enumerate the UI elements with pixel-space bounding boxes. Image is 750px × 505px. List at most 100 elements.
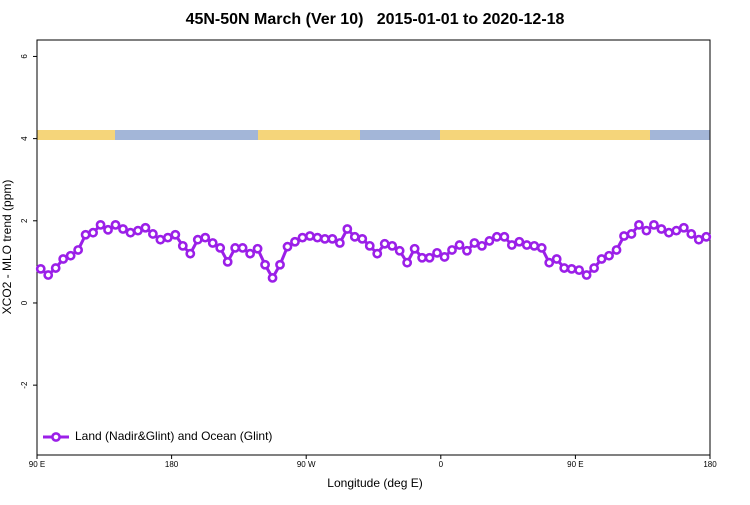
data-point bbox=[514, 236, 525, 247]
data-point bbox=[305, 231, 315, 241]
y-tick-label: -2 bbox=[20, 381, 29, 389]
data-point bbox=[290, 236, 300, 247]
data-point bbox=[491, 231, 502, 242]
data-point bbox=[222, 256, 233, 267]
data-point bbox=[103, 224, 113, 235]
data-point bbox=[649, 220, 659, 230]
data-point bbox=[230, 243, 241, 253]
data-point bbox=[215, 243, 226, 253]
data-point bbox=[641, 225, 652, 236]
data-point bbox=[155, 234, 166, 245]
chart-title: 45N-50N March (Ver 10) 2015-01-01 to 202… bbox=[186, 11, 565, 28]
data-point bbox=[551, 254, 562, 264]
data-point bbox=[439, 252, 450, 262]
data-point bbox=[663, 227, 674, 238]
data-point bbox=[252, 243, 263, 254]
data-point bbox=[394, 245, 405, 256]
data-point bbox=[574, 265, 585, 275]
data-point bbox=[342, 224, 353, 234]
data-point bbox=[589, 263, 599, 273]
data-point bbox=[529, 240, 540, 251]
y-tick-label: 2 bbox=[20, 218, 29, 223]
data-point bbox=[619, 231, 629, 241]
data-point bbox=[334, 238, 345, 248]
x-axis-label: Longitude (deg E) bbox=[327, 476, 422, 490]
x-tick-label: 180 bbox=[703, 460, 717, 469]
data-point bbox=[245, 248, 256, 259]
data-point bbox=[80, 229, 91, 240]
data-point bbox=[484, 236, 495, 246]
data-point bbox=[170, 229, 181, 240]
data-point bbox=[611, 245, 622, 255]
data-point bbox=[319, 233, 330, 244]
data-point bbox=[566, 263, 577, 274]
data-point bbox=[133, 225, 143, 236]
data-point bbox=[50, 263, 61, 273]
data-point bbox=[596, 254, 607, 264]
legend-label: Land (Nadir&Glint) and Ocean (Glint) bbox=[75, 429, 272, 443]
data-point bbox=[424, 252, 435, 263]
data-point bbox=[192, 234, 203, 245]
data-point bbox=[544, 257, 555, 268]
data-point bbox=[701, 231, 712, 242]
x-tick-label: 180 bbox=[165, 460, 179, 469]
data-point bbox=[349, 231, 360, 242]
data-point bbox=[693, 234, 704, 245]
data-point bbox=[477, 240, 487, 251]
data-point bbox=[297, 232, 308, 243]
data-point bbox=[88, 227, 98, 238]
x-tick-label: 90 E bbox=[567, 460, 583, 469]
data-point bbox=[35, 263, 46, 274]
data-point bbox=[634, 220, 644, 230]
data-point bbox=[678, 222, 689, 233]
data-point bbox=[409, 243, 420, 254]
data-point bbox=[417, 252, 428, 263]
data-point bbox=[237, 243, 248, 253]
data-point bbox=[65, 250, 76, 261]
x-tick-label: 90 E bbox=[29, 460, 45, 469]
data-point bbox=[506, 240, 517, 250]
data-point bbox=[275, 259, 285, 270]
data-point bbox=[626, 229, 637, 239]
data-point bbox=[312, 232, 323, 243]
data-point bbox=[402, 257, 413, 268]
data-point bbox=[447, 245, 457, 255]
data-point bbox=[125, 227, 136, 238]
data-point bbox=[357, 233, 368, 244]
data-point bbox=[43, 270, 54, 280]
data-point bbox=[604, 250, 614, 261]
data-point bbox=[140, 222, 151, 233]
x-tick-label: 0 bbox=[439, 460, 444, 469]
data-point bbox=[282, 241, 293, 252]
data-point bbox=[387, 240, 398, 251]
data-point bbox=[462, 245, 472, 256]
data-point bbox=[454, 240, 465, 250]
data-point bbox=[686, 229, 697, 239]
data-point bbox=[559, 263, 570, 273]
data-point bbox=[162, 232, 173, 243]
data-point bbox=[58, 254, 69, 264]
data-point bbox=[671, 225, 682, 236]
data-point bbox=[177, 240, 188, 251]
data-point bbox=[372, 248, 383, 259]
data-point bbox=[207, 238, 218, 248]
data-point bbox=[581, 270, 592, 280]
data-point bbox=[327, 233, 338, 244]
data-point bbox=[95, 220, 106, 230]
data-point bbox=[521, 240, 532, 250]
data-point bbox=[469, 238, 480, 248]
land-ocean-strip bbox=[37, 130, 710, 140]
data-point bbox=[267, 273, 278, 283]
data-point bbox=[73, 245, 84, 255]
y-axis-label: XCO2 - MLO trend (ppm) bbox=[0, 180, 14, 315]
data-point bbox=[499, 231, 510, 242]
plot-frame bbox=[36, 39, 711, 456]
data-point bbox=[536, 243, 547, 253]
data-point bbox=[379, 238, 390, 249]
legend-marker bbox=[51, 432, 61, 442]
x-tick-label: 90 W bbox=[297, 460, 316, 469]
data-point bbox=[200, 232, 211, 243]
y-tick-label: 6 bbox=[20, 54, 29, 59]
data-point bbox=[110, 220, 121, 230]
